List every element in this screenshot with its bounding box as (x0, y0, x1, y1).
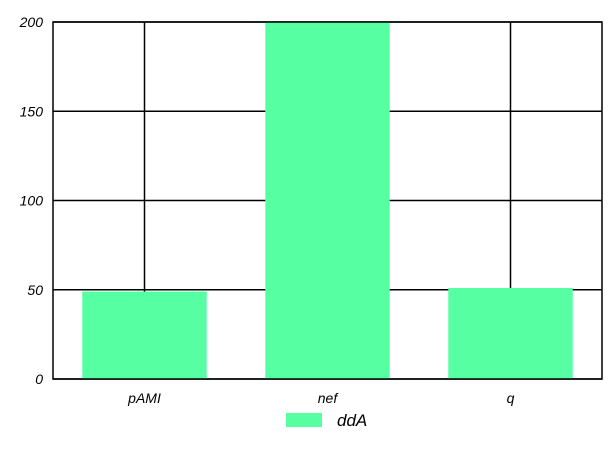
bars (82, 22, 573, 379)
legend-swatch (286, 413, 322, 427)
y-tick-label: 200 (19, 14, 44, 30)
y-axis-ticks: 0 50 100 150 200 (19, 14, 44, 387)
x-axis-ticks: pAMI nef q (127, 390, 514, 406)
y-tick-label: 50 (27, 282, 43, 298)
bar-pami (82, 291, 207, 379)
bar-q (448, 287, 573, 379)
plot-frame (52, 21, 603, 380)
x-tick-label: pAMI (127, 390, 161, 406)
y-tick-label: 150 (20, 103, 44, 119)
y-tick-label: 0 (35, 371, 43, 387)
bar-nef (265, 22, 390, 379)
x-tick-label: nef (318, 390, 340, 406)
legend-label: ddA (337, 411, 367, 430)
x-tick-label: q (507, 390, 515, 406)
legend: ddA (286, 411, 367, 430)
y-tick-label: 100 (20, 193, 44, 209)
plot-border (52, 21, 603, 380)
